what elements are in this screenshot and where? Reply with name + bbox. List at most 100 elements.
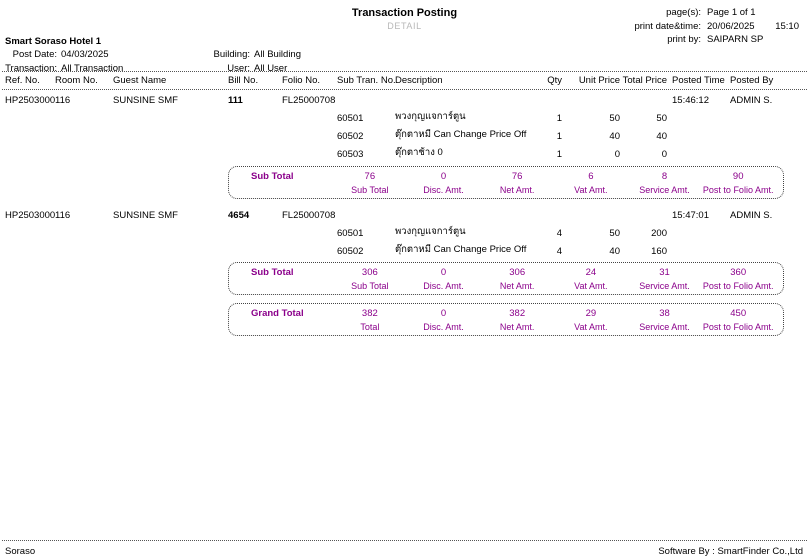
transaction-label: Transaction:: [5, 63, 57, 74]
subtotal-col-vat: 6 Vat Amt.: [554, 171, 628, 195]
subtotal-col-label: Vat Amt.: [574, 281, 608, 291]
grand-total-value: 38: [659, 308, 670, 319]
cell-total-price: 50: [656, 113, 667, 124]
grand-total-col-label: Net Amt.: [499, 322, 535, 332]
building-label: Building:: [213, 49, 250, 60]
col-qty: Qty: [547, 75, 562, 86]
subtotal-col-label: Service Amt.: [639, 184, 690, 195]
cell-unit-price: 40: [609, 131, 620, 142]
report-header: Transaction Posting DETAIL: [0, 7, 809, 31]
subtotal-title: Sub Total: [251, 267, 294, 278]
subtotal-col-service: 31 Service Amt.: [628, 267, 702, 291]
subtotal-value: 306: [509, 267, 526, 278]
col-posted-by: Posted By: [730, 75, 774, 86]
cell-guest-name: SUNSINE SMF: [113, 209, 178, 221]
cell-bill-no: 111: [228, 95, 243, 106]
cell-bill-no: 4654: [228, 209, 250, 221]
cell-qty: 1: [556, 149, 562, 160]
cell-description: ตุ๊กตาหมี Can Change Price Off: [395, 243, 527, 255]
col-ref-no: Ref. No.: [5, 75, 40, 86]
post-date-value: 04/03/2025: [61, 49, 109, 60]
grand-total-col-label: Service Amt.: [639, 322, 690, 332]
subtotal-col-label: Service Amt.: [639, 281, 690, 291]
cell-sub-tran-no: 60503: [337, 149, 364, 160]
subtotal-col-label: Sub Total: [351, 281, 389, 291]
subtotal-col-net: 76 Net Amt.: [480, 171, 554, 195]
grand-total-title: Grand Total: [251, 308, 304, 319]
col-unit-price: Unit Price: [578, 75, 620, 86]
subtotal-col-folio: 360 Post to Folio Amt.: [701, 267, 775, 291]
print-by-label: print by:: [667, 34, 701, 45]
grand-total-value: 450: [730, 308, 747, 319]
grand-total-col-label: Total: [360, 322, 380, 332]
grand-total-value: 0: [440, 308, 447, 319]
cell-sub-tran-no: 60502: [337, 245, 364, 257]
cell-description: ตุ๊กตาช้าง 0: [395, 147, 443, 158]
footer-divider: [2, 540, 807, 541]
divider: [2, 71, 807, 72]
cell-sub-tran-no: 60502: [337, 131, 364, 142]
cell-unit-price: 50: [609, 113, 620, 124]
col-guest-name: Guest Name: [113, 75, 167, 86]
grand-total-col-disc: 0 Disc. Amt.: [407, 308, 481, 332]
print-datetime-label: print date&time:: [634, 20, 701, 32]
subtotal-value: 76: [364, 170, 376, 182]
print-date: 20/06/2025: [707, 20, 755, 32]
cell-qty: 4: [556, 227, 562, 239]
grand-total-value: 29: [585, 308, 597, 319]
divider: [2, 89, 807, 90]
hotel-name: Smart Soraso Hotel 1: [5, 36, 102, 47]
cell-total-price: 40: [656, 131, 667, 142]
pages-value: Page 1 of 1: [707, 7, 756, 18]
cell-qty: 1: [556, 131, 562, 142]
print-by-value: SAIPARN SP: [707, 34, 764, 45]
cell-guest-name: SUNSINE SMF: [113, 95, 178, 106]
subtotal-box: Sub Total 76 Sub Total 0 Disc. Amt. 76 N…: [228, 165, 784, 199]
subtotal-col-label: Post to Folio Amt.: [702, 184, 774, 195]
subtotal-col-vat: 24 Vat Amt.: [554, 267, 628, 291]
col-sub-tran-no: Sub Tran. No.: [337, 75, 395, 86]
cell-total-price: 200: [651, 227, 667, 239]
cell-folio-no: FL25000708: [282, 209, 336, 221]
col-posted-time: Posted Time: [672, 75, 725, 86]
post-date-label: Post Date:: [12, 49, 57, 60]
cell-sub-tran-no: 60501: [337, 227, 364, 239]
cell-room-no: 116: [55, 95, 71, 106]
subtotal-value: 90: [732, 170, 744, 182]
col-description: Description: [395, 75, 443, 86]
cell-ref-no: HP25030008: [5, 209, 55, 221]
report-body: Ref. No. Room No. Guest Name Bill No. Fo…: [0, 71, 809, 336]
subtotal-col-subtotal: 306 Sub Total: [333, 267, 407, 291]
cell-posted-time: 15:46:12: [672, 95, 709, 106]
table-header-row: Ref. No. Room No. Guest Name Bill No. Fo…: [5, 72, 775, 89]
subtotal-value: 0: [440, 267, 447, 278]
subtotal-col-label: Vat Amt.: [574, 184, 608, 195]
cell-unit-price: 0: [614, 149, 620, 160]
cell-posted-by: ADMIN S.: [730, 209, 773, 221]
cell-qty: 4: [556, 245, 562, 257]
footer-software-credit: Software By : SmartFinder Co.,Ltd: [658, 546, 803, 557]
print-meta: page(s): Page 1 of 1 print date&time: 20…: [634, 7, 799, 45]
subtotal-col-label: Net Amt.: [499, 184, 535, 195]
subtotal-col-label: Disc. Amt.: [423, 184, 464, 195]
subtotal-value: 24: [585, 267, 597, 278]
col-room-no: Room No.: [55, 75, 98, 86]
user-label: User:: [227, 63, 250, 74]
building-value: All Building: [254, 49, 301, 60]
grand-total-col-label: Vat Amt.: [574, 322, 608, 332]
report-filters: Post Date: 04/03/2025 Building: All Buil…: [0, 49, 301, 74]
subtotal-value: 76: [511, 170, 523, 182]
subtotal-col-label: Post to Folio Amt.: [702, 281, 774, 291]
subtotal-col-subtotal: 76 Sub Total: [333, 171, 407, 195]
subtotal-title: Sub Total: [251, 170, 294, 182]
grand-total-col-label: Post to Folio Amt.: [702, 322, 774, 332]
cell-qty: 1: [556, 113, 562, 124]
cell-folio-no: FL25000708: [282, 95, 336, 106]
subtotal-value: 8: [661, 170, 668, 182]
table-row-line: 60501 พวงกุญแจการ์ตูน 1 50 50: [5, 108, 775, 126]
col-bill-no: Bill No.: [228, 75, 259, 86]
print-datetime-value: 20/06/2025 15:10: [707, 21, 799, 32]
cell-description: พวงกุญแจการ์ตูน: [395, 225, 466, 237]
pages-label: page(s):: [666, 7, 701, 18]
